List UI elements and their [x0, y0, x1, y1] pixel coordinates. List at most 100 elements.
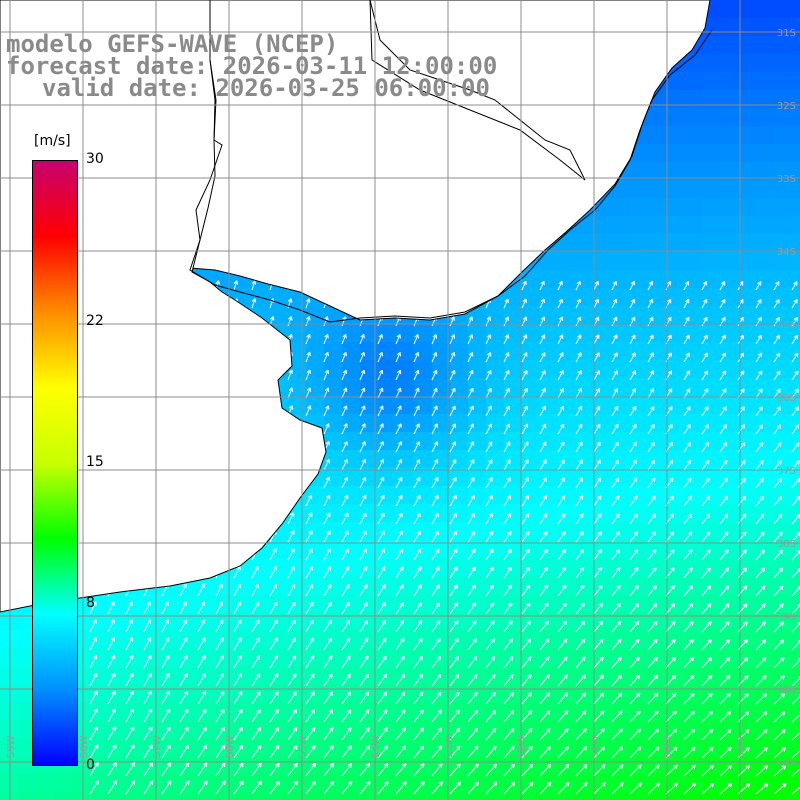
wind-arrow — [575, 692, 587, 705]
wind-arrow — [755, 711, 768, 723]
wind-speed-cell — [324, 306, 342, 324]
wind-arrow — [215, 780, 226, 795]
wind-arrow — [287, 387, 294, 399]
wind-arrow — [287, 583, 296, 597]
wind-arrow — [341, 691, 351, 705]
wind-arrow — [413, 584, 422, 597]
wind-speed-cell — [738, 198, 756, 216]
wind-speed-cell — [684, 216, 702, 234]
wind-arrow — [683, 334, 690, 345]
wind-arrow — [395, 745, 407, 759]
wind-speed-cell — [684, 594, 702, 612]
wind-speed-cell — [432, 648, 450, 666]
wind-speed-cell — [684, 738, 702, 756]
wind-arrow — [665, 638, 676, 651]
wind-arrow — [197, 708, 207, 723]
colorbar-tick-label: 22 — [86, 312, 104, 329]
wind-speed-cell — [774, 90, 792, 108]
wind-speed-cell — [792, 684, 800, 702]
wind-speed-cell — [432, 792, 450, 800]
wind-arrow — [593, 405, 601, 417]
wind-arrow — [629, 638, 640, 651]
wind-arrow — [611, 656, 622, 669]
wind-speed-cell — [612, 342, 630, 360]
wind-arrow — [611, 620, 622, 633]
wind-arrow — [701, 298, 708, 309]
wind-arrow — [341, 530, 349, 543]
wind-arrow — [629, 692, 641, 705]
wind-arrow — [773, 567, 784, 579]
wind-arrow — [629, 459, 638, 471]
wind-arrow — [611, 334, 618, 345]
wind-arrow — [413, 655, 423, 669]
wind-speed-cell — [648, 342, 666, 360]
wind-speed-cell — [108, 630, 126, 648]
wind-speed-cell — [540, 576, 558, 594]
wind-arrow — [161, 655, 170, 669]
wind-speed-cell — [522, 450, 540, 468]
wind-arrow — [395, 781, 407, 795]
wind-arrow — [287, 691, 297, 705]
wind-speed-cell — [576, 360, 594, 378]
wind-speed-cell — [666, 252, 684, 270]
wind-speed-cell — [720, 648, 738, 666]
wind-arrow — [233, 655, 242, 669]
wind-arrow — [683, 513, 693, 525]
wind-speed-cell — [792, 180, 800, 198]
wind-arrow — [485, 602, 495, 615]
wind-speed-cell — [504, 378, 522, 396]
wind-arrow — [413, 369, 420, 381]
wind-speed-cell — [486, 378, 504, 396]
wind-arrow — [359, 530, 367, 543]
wind-arrow — [269, 619, 278, 633]
wind-speed-cell — [594, 576, 612, 594]
wind-arrow — [413, 709, 424, 723]
wind-arrow — [683, 728, 696, 741]
wind-arrow — [431, 352, 438, 363]
wind-arrow — [89, 636, 97, 651]
wind-arrow — [539, 584, 549, 597]
wind-arrow — [107, 780, 118, 795]
wind-speed-cell — [792, 162, 800, 180]
wind-speed-cell — [396, 342, 414, 360]
wind-arrow — [575, 728, 587, 741]
wind-speed-cell — [252, 792, 270, 800]
longitude-label: 49W — [736, 735, 747, 758]
wind-arrow — [449, 441, 457, 453]
wind-speed-cell — [756, 756, 774, 774]
wind-arrow — [161, 780, 172, 795]
wind-arrow — [179, 762, 190, 777]
wind-arrow — [359, 548, 367, 561]
wind-arrow — [413, 673, 424, 687]
wind-speed-cell — [684, 162, 702, 180]
wind-speed-cell — [774, 666, 792, 684]
wind-arrow — [125, 672, 134, 687]
wind-speed-cell — [504, 792, 522, 800]
wind-arrow — [593, 566, 603, 579]
wind-speed-cell — [630, 162, 648, 180]
wind-speed-cell — [504, 396, 522, 414]
wind-arrow — [773, 549, 783, 561]
wind-arrow — [773, 621, 784, 633]
wind-arrow — [647, 406, 655, 417]
wind-speed-cell — [720, 216, 738, 234]
wind-arrow — [503, 709, 515, 723]
wind-arrow — [485, 530, 494, 543]
wind-speed-cell — [252, 630, 270, 648]
wind-arrow — [125, 637, 134, 651]
wind-speed-cell — [342, 468, 360, 486]
wind-speed-cell — [486, 414, 504, 432]
wind-speed-cell — [630, 504, 648, 522]
wind-arrow — [629, 370, 636, 381]
wind-arrow — [611, 280, 617, 291]
wind-arrow — [359, 637, 369, 651]
wind-speed-cell — [774, 54, 792, 72]
wind-arrow — [179, 690, 189, 705]
wind-speed-cell — [486, 630, 504, 648]
wind-speed-cell — [396, 486, 414, 504]
wind-arrow — [467, 334, 474, 345]
wind-arrow — [665, 764, 678, 777]
wind-speed-cell — [630, 522, 648, 540]
wind-arrow — [521, 352, 528, 363]
wind-speed-cell — [738, 36, 756, 54]
